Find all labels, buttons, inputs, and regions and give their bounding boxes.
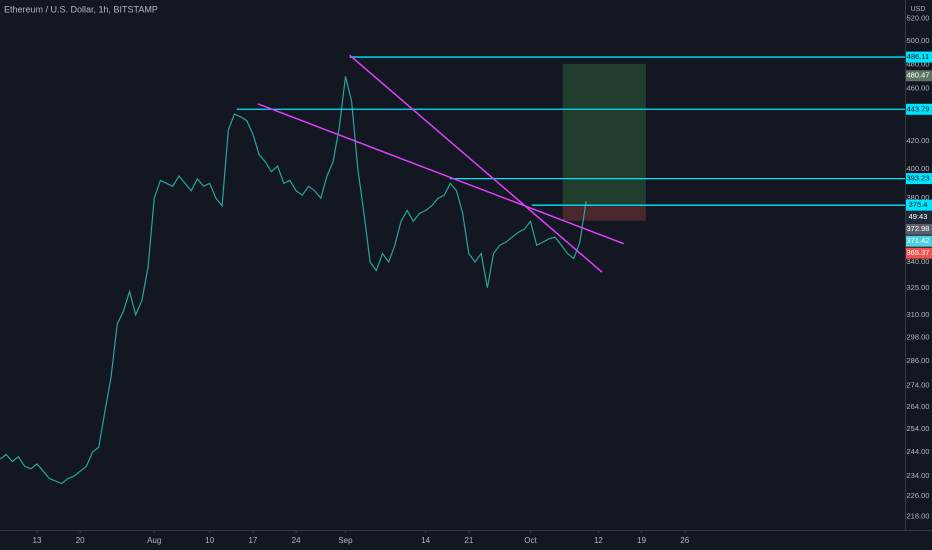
- x-tick-label: 14: [421, 536, 430, 545]
- target-label-bg: [906, 70, 932, 82]
- level-label: 486.11: [907, 52, 929, 61]
- x-tick-label: 10: [205, 536, 214, 545]
- y-tick-label: 274.00: [907, 381, 930, 390]
- y-tick-label: 480.00: [907, 59, 930, 68]
- y-tick-label: 244.00: [907, 447, 930, 456]
- level-label: 393.23: [907, 174, 930, 183]
- level-label-bg: [906, 199, 932, 211]
- y-tick-label: 460.00: [907, 84, 930, 93]
- x-tick-label: 17: [248, 536, 257, 545]
- x-tick-label: 26: [680, 536, 689, 545]
- price-line: [0, 76, 587, 485]
- x-tick-label: 20: [76, 536, 85, 545]
- trendline: [257, 103, 624, 245]
- y-tick-label: 325.00: [907, 283, 930, 292]
- price-tag-bg: [906, 235, 932, 247]
- x-tick-label: Aug: [147, 536, 161, 545]
- countdown: 49:43: [909, 212, 928, 221]
- y-tick-label: 298.00: [907, 333, 930, 342]
- y-tick-label: 254.00: [907, 424, 930, 433]
- y-tick-label: 400.00: [907, 164, 930, 173]
- y-tick-label: 420.00: [907, 136, 930, 145]
- y-tick-label: 520.00: [907, 13, 930, 22]
- x-tick-label: 12: [594, 536, 603, 545]
- position-loss: [562, 205, 646, 221]
- x-tick-label: Oct: [524, 536, 537, 545]
- y-tick-label: 310.00: [907, 310, 930, 319]
- price-tag-bg: [906, 223, 932, 235]
- level-label: 443.79: [907, 104, 930, 113]
- price-tag: 371.42: [907, 236, 930, 245]
- y-axis-label: USD: [911, 6, 926, 13]
- level-label: 375.4: [909, 200, 928, 209]
- x-tick-label: 24: [292, 536, 301, 545]
- trendline: [349, 54, 603, 273]
- y-tick-label: 226.00: [907, 491, 930, 500]
- y-tick-label: 500.00: [907, 36, 930, 45]
- y-tick-label: 286.00: [907, 356, 930, 365]
- y-tick-label: 380.00: [907, 193, 930, 202]
- y-tick-label: 264.00: [907, 402, 930, 411]
- position-profit: [562, 63, 646, 206]
- price-tag: 372.98: [907, 224, 930, 233]
- level-label-bg: [906, 103, 932, 115]
- x-tick-label: Sep: [338, 536, 353, 545]
- x-tick-label: 19: [637, 536, 646, 545]
- target-label: 480.47: [907, 71, 930, 80]
- y-tick-label: 218.00: [907, 512, 930, 521]
- level-label-bg: [906, 51, 932, 63]
- x-tick-label: 21: [464, 536, 473, 545]
- y-tick-label: 234.00: [907, 471, 930, 480]
- x-tick-label: 13: [33, 536, 42, 545]
- countdown-bg: [906, 211, 932, 223]
- stop-label: 365.37: [907, 248, 930, 257]
- stop-label-bg: [906, 247, 932, 259]
- level-label-bg: [906, 173, 932, 185]
- chart-title: Ethereum / U.S. Dollar, 1h, BITSTAMP: [4, 4, 158, 14]
- y-tick-label: 340.00: [907, 257, 930, 266]
